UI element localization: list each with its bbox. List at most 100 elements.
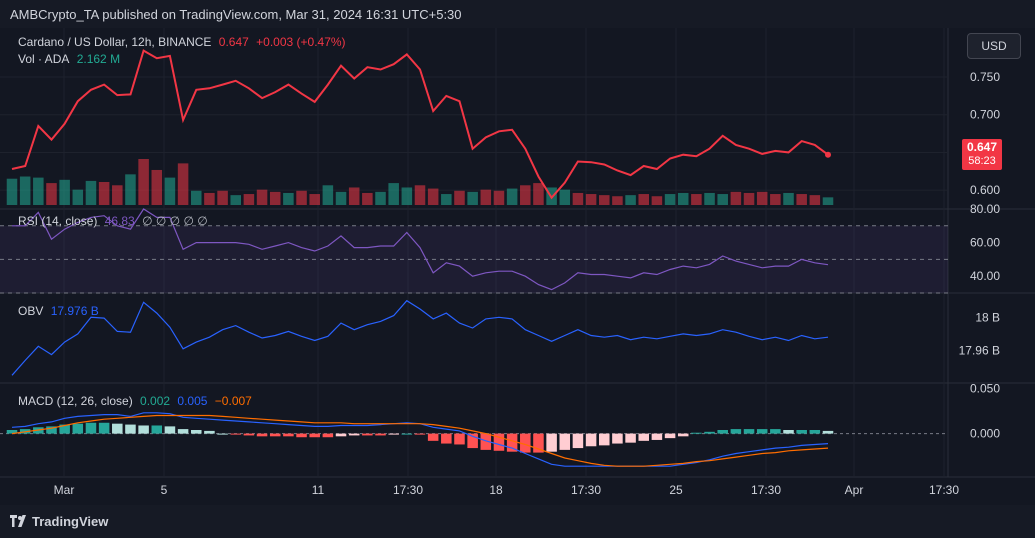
volume-bar bbox=[822, 197, 834, 205]
volume-bar bbox=[256, 189, 268, 205]
macd-histogram-bar bbox=[783, 430, 794, 434]
currency-button[interactable]: USD bbox=[967, 33, 1021, 59]
volume-bar bbox=[427, 188, 439, 205]
macd-histogram-bar bbox=[46, 426, 57, 434]
macd-histogram-bar bbox=[506, 433, 518, 452]
macd-histogram-bar bbox=[704, 431, 715, 434]
obv-legend: OBV 17.976 B bbox=[18, 304, 103, 318]
volume-bar bbox=[283, 192, 294, 205]
macd-histogram-bar bbox=[796, 430, 807, 434]
volume-bar bbox=[559, 189, 571, 205]
macd-histogram-bar bbox=[822, 430, 834, 434]
time-tick-label: Apr bbox=[845, 483, 864, 497]
macd-histogram-bar bbox=[72, 423, 84, 434]
macd-histogram-bar bbox=[59, 424, 70, 434]
rsi-pane bbox=[0, 208, 948, 294]
macd-histogram-bar bbox=[177, 429, 189, 434]
price-tick-label: 0.700 bbox=[970, 108, 1000, 122]
macd-histogram-bar bbox=[454, 433, 465, 445]
macd-label: MACD (12, 26, close) bbox=[18, 394, 133, 408]
macd-histogram-bar bbox=[585, 433, 597, 447]
volume-bar bbox=[401, 187, 413, 205]
time-tick-label: 17:30 bbox=[929, 483, 959, 497]
volume-bar bbox=[717, 194, 728, 205]
rsi-tick-label: 60.00 bbox=[970, 236, 1000, 250]
time-tick-label: 17:30 bbox=[751, 483, 781, 497]
axis-labels: 0.750 0.700 0.600 80.00 60.00 40.00 18 B 17.96 … bbox=[54, 70, 1001, 497]
volume-bar bbox=[783, 192, 794, 205]
volume-bar bbox=[809, 195, 821, 205]
volume-bar bbox=[243, 194, 255, 205]
macd-histogram-bar bbox=[730, 429, 742, 434]
macd-histogram-bar bbox=[125, 424, 136, 434]
volume-bar bbox=[348, 187, 360, 205]
grid-layer bbox=[0, 28, 1035, 478]
macd-histogram-bar bbox=[638, 433, 650, 441]
macd-histogram-bar bbox=[151, 425, 163, 434]
volume-bar bbox=[190, 190, 202, 205]
macd-histogram-bar bbox=[756, 429, 768, 434]
macd-tick-label: 0.000 bbox=[970, 427, 1000, 441]
macd-tick-label: 0.050 bbox=[970, 381, 1000, 395]
rsi-legend: RSI (14, close) 46.83 ∅ ∅ ∅ ∅ ∅ bbox=[18, 214, 212, 228]
volume-bars bbox=[6, 159, 834, 205]
footer: TradingView bbox=[0, 505, 1035, 538]
macd-histogram-bar bbox=[664, 433, 676, 439]
chart-svg[interactable]: 0.750 0.700 0.600 80.00 60.00 40.00 18 B 17.96 … bbox=[0, 28, 1035, 505]
volume-bar bbox=[112, 185, 123, 205]
volume-bar bbox=[335, 191, 347, 205]
volume-bar bbox=[151, 169, 163, 205]
macd-histogram-bar bbox=[598, 433, 610, 446]
volume-bar bbox=[533, 183, 544, 205]
macd-histogram-bar bbox=[204, 430, 215, 434]
rsi-line bbox=[12, 208, 829, 291]
macd-histogram-bar bbox=[335, 433, 347, 437]
macd-histogram-bar bbox=[559, 433, 571, 450]
volume-value: 2.162 M bbox=[76, 52, 121, 66]
macd-histogram-bar bbox=[546, 433, 557, 452]
macd-histogram-bar bbox=[677, 433, 689, 437]
time-tick-label: 17:30 bbox=[571, 483, 601, 497]
volume-bar bbox=[322, 185, 334, 205]
volume-bar bbox=[572, 192, 584, 205]
volume-bar bbox=[72, 189, 84, 205]
macd-histogram-bar bbox=[98, 422, 110, 434]
time-tick-label: 17:30 bbox=[393, 483, 423, 497]
chart-area[interactable]: 0.750 0.700 0.600 80.00 60.00 40.00 18 B 17.96 … bbox=[0, 28, 1035, 505]
macd-signal-line bbox=[11, 414, 829, 467]
rsi-na-values: ∅ ∅ ∅ ∅ ∅ bbox=[142, 214, 208, 228]
last-price: 0.647 bbox=[218, 35, 249, 49]
last-price-tag: 0.647 58:23 bbox=[962, 139, 1002, 170]
volume-bar bbox=[598, 195, 610, 205]
macd-value: 0.002 bbox=[140, 394, 171, 408]
macd-histogram-bar bbox=[190, 430, 202, 434]
volume-bar bbox=[770, 194, 781, 205]
price-tag-value: 0.647 bbox=[966, 140, 998, 154]
volume-legend: Vol · ADA 2.162 M bbox=[18, 52, 124, 66]
volume-bar bbox=[730, 191, 742, 205]
volume-bar bbox=[388, 183, 399, 205]
macd-legend: MACD (12, 26, close) 0.002 0.005 −0.007 bbox=[18, 394, 256, 408]
price-line bbox=[11, 49, 829, 200]
obv-tick-label: 18 B bbox=[975, 310, 1000, 324]
volume-bar bbox=[6, 178, 18, 205]
macd-histogram-bar bbox=[414, 433, 426, 435]
volume-bar bbox=[612, 196, 623, 205]
macd-histogram-bar bbox=[362, 433, 373, 436]
volume-label: Vol · ADA bbox=[18, 52, 70, 66]
publisher-bar: AMBCrypto_TA published on TradingView.co… bbox=[0, 0, 1035, 28]
macd-histogram-bar bbox=[572, 433, 584, 449]
volume-bar bbox=[230, 195, 242, 205]
macd-histogram-bar bbox=[388, 433, 399, 435]
tradingview-logo[interactable]: TradingView bbox=[10, 514, 108, 529]
macd-histogram-bar bbox=[375, 433, 386, 436]
macd-histogram-bar bbox=[322, 433, 334, 438]
time-tick-label: 18 bbox=[489, 483, 503, 497]
volume-bar bbox=[506, 188, 518, 205]
macd-histogram-bar bbox=[717, 430, 728, 434]
macd-histogram-bar bbox=[520, 433, 531, 453]
volume-bar bbox=[454, 190, 465, 205]
macd-histogram-bar bbox=[296, 433, 307, 438]
macd-histogram-bar bbox=[243, 433, 255, 436]
macd-histogram-bar bbox=[625, 433, 636, 443]
